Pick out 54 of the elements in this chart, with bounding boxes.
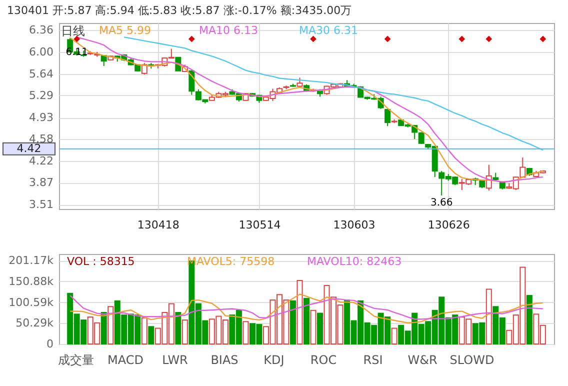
text: MACD bbox=[108, 353, 144, 367]
text: 成交量 bbox=[58, 353, 94, 367]
x-tick-label: 130418 bbox=[137, 218, 180, 232]
x-tick-label: 130626 bbox=[428, 218, 470, 232]
text: ROC bbox=[310, 353, 337, 367]
y-tick-label: 100.59k bbox=[8, 296, 54, 309]
x-tick-label: 130603 bbox=[333, 218, 376, 232]
y-tick-label: 4.22 bbox=[29, 154, 54, 168]
y-tick-label: 6.00 bbox=[29, 45, 54, 58]
y-tick-label: 3.87 bbox=[29, 176, 54, 190]
bar bbox=[317, 312, 324, 344]
text: VOL : 58315 bbox=[67, 255, 135, 268]
text: RSI bbox=[363, 353, 383, 367]
y-tick-label: 5.64 bbox=[29, 67, 54, 80]
bar bbox=[108, 306, 114, 344]
y-tick-label: 3.51 bbox=[29, 198, 54, 212]
line-series bbox=[124, 36, 544, 151]
text: BIAS bbox=[210, 353, 238, 367]
candlestick bbox=[296, 77, 303, 88]
y-tick-label: 150.88k bbox=[8, 274, 54, 288]
text: MA30 6.31 bbox=[299, 24, 358, 37]
bar bbox=[242, 321, 249, 344]
text: LWR bbox=[162, 353, 188, 367]
ref-line-label: 4.42 bbox=[16, 142, 42, 155]
bar bbox=[100, 312, 107, 344]
text: SLOWD bbox=[450, 353, 494, 367]
y-tick-label: 201.17k bbox=[8, 254, 54, 268]
text: MAVOL5: 75598 bbox=[187, 255, 275, 268]
annotation: 日线 bbox=[61, 24, 85, 38]
text: W&R bbox=[408, 353, 438, 367]
y-tick-label: 50.29k bbox=[16, 316, 54, 330]
y-tick-label: 4.93 bbox=[29, 111, 54, 124]
text: MA10 6.13 bbox=[199, 24, 258, 37]
text: MAVOL10: 82463 bbox=[307, 255, 402, 268]
bar bbox=[486, 288, 492, 344]
bar bbox=[148, 326, 154, 344]
bar bbox=[304, 298, 310, 344]
series-label: MA5 5.99 bbox=[99, 24, 152, 37]
chart-title: 130401 开:5.87 高:5.94 低:5.83 收:5.87 涨:-0.17% 额:3435.00万 bbox=[7, 4, 352, 17]
y-tick-label: 6.36 bbox=[29, 23, 54, 36]
x-tick-label: 130514 bbox=[238, 218, 281, 232]
bar bbox=[175, 312, 182, 344]
y-tick-label: 0 bbox=[46, 338, 54, 350]
bar bbox=[290, 300, 296, 344]
bar bbox=[310, 310, 316, 344]
bar bbox=[141, 317, 148, 344]
y-tick-label: 5.29 bbox=[29, 88, 54, 102]
text: KDJ bbox=[264, 353, 284, 367]
bar bbox=[526, 294, 532, 344]
annotation: 3.66 bbox=[430, 197, 453, 208]
candlestick bbox=[384, 108, 391, 127]
bar bbox=[296, 280, 303, 344]
bar bbox=[391, 328, 398, 344]
bar bbox=[182, 319, 188, 344]
